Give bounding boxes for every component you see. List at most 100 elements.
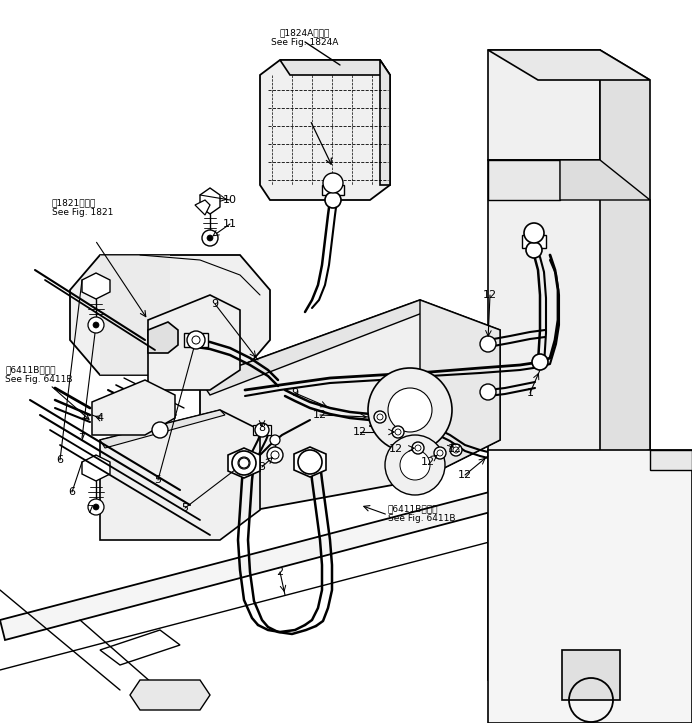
Polygon shape: [600, 50, 650, 680]
Polygon shape: [420, 300, 500, 480]
Circle shape: [368, 368, 452, 452]
Polygon shape: [650, 450, 692, 470]
Polygon shape: [562, 650, 620, 700]
Text: 12: 12: [458, 470, 472, 480]
Polygon shape: [195, 200, 210, 215]
Polygon shape: [82, 273, 110, 299]
Polygon shape: [100, 410, 260, 540]
Polygon shape: [488, 50, 650, 80]
Text: 第6411B図参照
See Fig. 6411B: 第6411B図参照 See Fig. 6411B: [388, 504, 455, 523]
Circle shape: [187, 331, 205, 349]
Circle shape: [88, 317, 104, 333]
Polygon shape: [253, 425, 271, 435]
Circle shape: [298, 450, 322, 474]
Polygon shape: [294, 447, 326, 477]
Polygon shape: [200, 300, 500, 520]
Polygon shape: [600, 580, 650, 680]
Text: 10: 10: [223, 195, 237, 205]
Circle shape: [415, 445, 421, 451]
Circle shape: [385, 435, 445, 495]
Polygon shape: [0, 450, 692, 640]
Circle shape: [400, 450, 430, 480]
Text: 3: 3: [259, 462, 266, 472]
Polygon shape: [560, 160, 650, 200]
Circle shape: [453, 447, 459, 453]
Text: 12: 12: [421, 457, 435, 467]
Circle shape: [202, 230, 218, 246]
Polygon shape: [488, 640, 600, 680]
Text: 6: 6: [57, 455, 64, 465]
Circle shape: [270, 435, 280, 445]
Text: 7: 7: [86, 505, 93, 515]
Circle shape: [437, 450, 443, 456]
Polygon shape: [522, 235, 546, 248]
Circle shape: [93, 504, 99, 510]
Text: 12: 12: [389, 444, 403, 454]
Polygon shape: [280, 60, 390, 75]
Polygon shape: [70, 255, 270, 375]
Circle shape: [412, 442, 424, 454]
Circle shape: [395, 429, 401, 435]
Polygon shape: [148, 295, 240, 390]
Polygon shape: [228, 448, 260, 478]
Text: 第6411B図参照
See Fig. 6411B: 第6411B図参照 See Fig. 6411B: [5, 365, 73, 385]
Circle shape: [192, 336, 200, 344]
Polygon shape: [100, 255, 170, 375]
Circle shape: [323, 173, 343, 193]
Circle shape: [255, 423, 269, 437]
Text: 5: 5: [154, 475, 161, 485]
Circle shape: [526, 242, 542, 258]
Circle shape: [152, 422, 168, 438]
Circle shape: [238, 457, 250, 469]
Polygon shape: [380, 60, 390, 185]
Polygon shape: [184, 333, 208, 347]
Circle shape: [239, 458, 249, 468]
Text: 11: 11: [223, 219, 237, 229]
Circle shape: [450, 444, 462, 456]
Polygon shape: [488, 160, 560, 200]
Circle shape: [524, 223, 544, 243]
Polygon shape: [488, 50, 600, 160]
Text: 12: 12: [483, 290, 497, 300]
Text: 4: 4: [96, 413, 104, 423]
Polygon shape: [200, 188, 220, 214]
Text: 8: 8: [258, 423, 266, 433]
Circle shape: [434, 447, 446, 459]
Text: 9: 9: [291, 388, 298, 398]
Text: 5: 5: [181, 503, 188, 513]
Circle shape: [207, 235, 213, 241]
Circle shape: [532, 354, 548, 370]
Text: 2: 2: [276, 567, 284, 577]
Circle shape: [271, 451, 279, 459]
Polygon shape: [100, 410, 225, 448]
Polygon shape: [488, 450, 692, 723]
Circle shape: [388, 388, 432, 432]
Polygon shape: [148, 322, 178, 353]
Circle shape: [392, 426, 404, 438]
Circle shape: [267, 447, 283, 463]
Circle shape: [480, 336, 496, 352]
Circle shape: [232, 451, 256, 475]
Text: 12: 12: [313, 410, 327, 420]
Text: 9: 9: [212, 299, 219, 309]
Circle shape: [325, 192, 341, 208]
Polygon shape: [82, 455, 110, 481]
Polygon shape: [260, 60, 390, 200]
Circle shape: [374, 411, 386, 423]
Text: 第1821図参照
See Fig. 1821: 第1821図参照 See Fig. 1821: [52, 198, 113, 218]
Polygon shape: [200, 300, 430, 395]
Polygon shape: [600, 640, 650, 680]
Circle shape: [377, 414, 383, 420]
Text: 6: 6: [69, 487, 75, 497]
Polygon shape: [322, 185, 344, 195]
Text: 12: 12: [448, 444, 462, 454]
Text: 第1824A図参照
See Fig. 1824A: 第1824A図参照 See Fig. 1824A: [271, 28, 338, 48]
Polygon shape: [130, 680, 210, 710]
Polygon shape: [488, 160, 650, 680]
Polygon shape: [92, 380, 175, 435]
Circle shape: [93, 322, 99, 328]
Circle shape: [88, 499, 104, 515]
Text: 7: 7: [78, 433, 86, 443]
Circle shape: [480, 384, 496, 400]
Text: 12: 12: [353, 427, 367, 437]
